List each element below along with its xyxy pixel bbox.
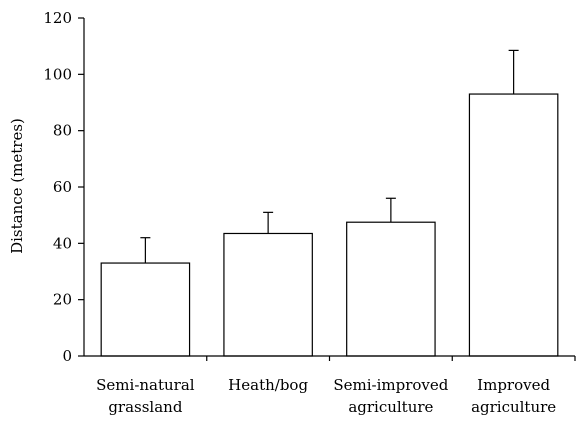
y-tick-label: 80	[53, 122, 72, 140]
x-tick-label: agriculture	[348, 398, 433, 416]
x-tick-label: Semi-natural	[96, 376, 195, 394]
bar	[346, 221, 436, 357]
y-axis: 0 20 40 60 80 100 120	[43, 9, 85, 365]
bar	[468, 93, 559, 357]
bar	[223, 232, 313, 357]
y-tick-label: 0	[62, 347, 72, 365]
y-tick-label: 120	[43, 9, 72, 27]
bar	[100, 262, 191, 357]
y-tick-label: 60	[53, 178, 72, 196]
x-axis: Semi-natural grassland Heath/bog Semi-impro…	[84, 355, 576, 416]
y-axis-title: Distance (metres)	[8, 118, 26, 254]
bars	[100, 49, 559, 357]
x-tick-label: Heath/bog	[228, 376, 308, 394]
y-tick-label: 40	[53, 234, 72, 252]
y-tick-label: 20	[53, 291, 72, 309]
x-tick-label: Semi-improved	[333, 376, 448, 394]
y-tick-label: 100	[43, 65, 72, 83]
x-tick-label: grassland	[108, 398, 183, 416]
x-tick-label: Improved	[477, 376, 550, 394]
x-tick-label: agriculture	[471, 398, 556, 416]
